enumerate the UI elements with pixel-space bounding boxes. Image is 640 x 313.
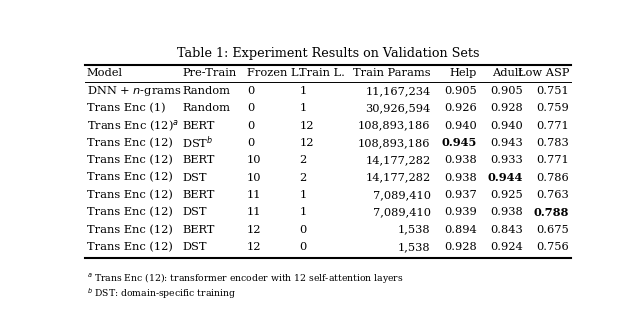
Text: 0.940: 0.940 xyxy=(490,121,523,131)
Text: 0.771: 0.771 xyxy=(536,121,569,131)
Text: 0.938: 0.938 xyxy=(444,172,477,182)
Text: 11,167,234: 11,167,234 xyxy=(365,86,431,96)
Text: 1: 1 xyxy=(300,207,307,217)
Text: 0.945: 0.945 xyxy=(442,137,477,148)
Text: 12: 12 xyxy=(247,225,261,235)
Text: Trans Enc (12): Trans Enc (12) xyxy=(87,242,173,252)
Text: 1,538: 1,538 xyxy=(398,242,431,252)
Text: DST: DST xyxy=(182,172,207,182)
Text: 7,089,410: 7,089,410 xyxy=(372,190,431,200)
Text: 0.938: 0.938 xyxy=(490,207,523,217)
Text: Train Params: Train Params xyxy=(353,68,431,78)
Text: DNN + $n$-grams: DNN + $n$-grams xyxy=(87,84,181,98)
Text: 12: 12 xyxy=(300,121,314,131)
Text: 12: 12 xyxy=(300,138,314,148)
Text: 0.924: 0.924 xyxy=(490,242,523,252)
Text: 0: 0 xyxy=(247,121,254,131)
Text: 2: 2 xyxy=(300,155,307,165)
Text: 1: 1 xyxy=(300,190,307,200)
Text: 0.788: 0.788 xyxy=(534,207,569,218)
Text: 30,926,594: 30,926,594 xyxy=(365,103,431,113)
Text: Random: Random xyxy=(182,86,230,96)
Text: 0.925: 0.925 xyxy=(490,190,523,200)
Text: 0.843: 0.843 xyxy=(490,225,523,235)
Text: 0.928: 0.928 xyxy=(444,242,477,252)
Text: 1: 1 xyxy=(300,103,307,113)
Text: 0.756: 0.756 xyxy=(536,242,569,252)
Text: BERT: BERT xyxy=(182,190,214,200)
Text: 0.751: 0.751 xyxy=(536,86,569,96)
Text: 108,893,186: 108,893,186 xyxy=(358,138,431,148)
Text: 0: 0 xyxy=(247,103,254,113)
Text: 0.905: 0.905 xyxy=(490,86,523,96)
Text: Frozen L.: Frozen L. xyxy=(247,68,302,78)
Text: 0.894: 0.894 xyxy=(444,225,477,235)
Text: 0: 0 xyxy=(300,225,307,235)
Text: 0.944: 0.944 xyxy=(488,172,523,183)
Text: 10: 10 xyxy=(247,155,261,165)
Text: Model: Model xyxy=(87,68,123,78)
Text: Trans Enc (12): Trans Enc (12) xyxy=(87,172,173,183)
Text: BERT: BERT xyxy=(182,225,214,235)
Text: 10: 10 xyxy=(247,172,261,182)
Text: BERT: BERT xyxy=(182,121,214,131)
Text: 0.771: 0.771 xyxy=(536,155,569,165)
Text: DST: DST xyxy=(182,242,207,252)
Text: 11: 11 xyxy=(247,190,261,200)
Text: 0.759: 0.759 xyxy=(536,103,569,113)
Text: Low ASP: Low ASP xyxy=(518,68,569,78)
Text: 0.933: 0.933 xyxy=(490,155,523,165)
Text: $^{a}$ Trans Enc (12): transformer encoder with 12 self-attention layers: $^{a}$ Trans Enc (12): transformer encod… xyxy=(88,271,404,285)
Text: Adult: Adult xyxy=(492,68,523,78)
Text: Pre-Train: Pre-Train xyxy=(182,68,237,78)
Text: DST$^{b}$: DST$^{b}$ xyxy=(182,135,214,151)
Text: DST: DST xyxy=(182,207,207,217)
Text: Random: Random xyxy=(182,103,230,113)
Text: Trans Enc (12): Trans Enc (12) xyxy=(87,207,173,218)
Text: 2: 2 xyxy=(300,172,307,182)
Text: 0.763: 0.763 xyxy=(536,190,569,200)
Text: Trans Enc (12): Trans Enc (12) xyxy=(87,138,173,148)
Text: Trans Enc (12): Trans Enc (12) xyxy=(87,155,173,165)
Text: Table 1: Experiment Results on Validation Sets: Table 1: Experiment Results on Validatio… xyxy=(177,47,479,60)
Text: Help: Help xyxy=(449,68,477,78)
Text: 1,538: 1,538 xyxy=(398,225,431,235)
Text: Trans Enc (12)$^{a}$: Trans Enc (12)$^{a}$ xyxy=(87,118,179,133)
Text: $^{b}$ DST: domain-specific training: $^{b}$ DST: domain-specific training xyxy=(88,286,237,300)
Text: 0: 0 xyxy=(300,242,307,252)
Text: 11: 11 xyxy=(247,207,261,217)
Text: 0.675: 0.675 xyxy=(536,225,569,235)
Text: 0.943: 0.943 xyxy=(490,138,523,148)
Text: 7,089,410: 7,089,410 xyxy=(372,207,431,217)
Text: 0.937: 0.937 xyxy=(444,190,477,200)
Text: 108,893,186: 108,893,186 xyxy=(358,121,431,131)
Text: 0.939: 0.939 xyxy=(444,207,477,217)
Text: Train L.: Train L. xyxy=(300,68,345,78)
Text: 0.783: 0.783 xyxy=(536,138,569,148)
Text: 0.905: 0.905 xyxy=(444,86,477,96)
Text: Trans Enc (1): Trans Enc (1) xyxy=(87,103,166,113)
Text: 0.786: 0.786 xyxy=(536,172,569,182)
Text: 12: 12 xyxy=(247,242,261,252)
Text: 0: 0 xyxy=(247,86,254,96)
Text: Trans Enc (12): Trans Enc (12) xyxy=(87,190,173,200)
Text: 0: 0 xyxy=(247,138,254,148)
Text: 0.928: 0.928 xyxy=(490,103,523,113)
Text: Trans Enc (12): Trans Enc (12) xyxy=(87,224,173,235)
Text: 14,177,282: 14,177,282 xyxy=(365,172,431,182)
Text: 1: 1 xyxy=(300,86,307,96)
Text: 0.938: 0.938 xyxy=(444,155,477,165)
Text: 14,177,282: 14,177,282 xyxy=(365,155,431,165)
Text: BERT: BERT xyxy=(182,155,214,165)
Text: 0.940: 0.940 xyxy=(444,121,477,131)
Text: 0.926: 0.926 xyxy=(444,103,477,113)
